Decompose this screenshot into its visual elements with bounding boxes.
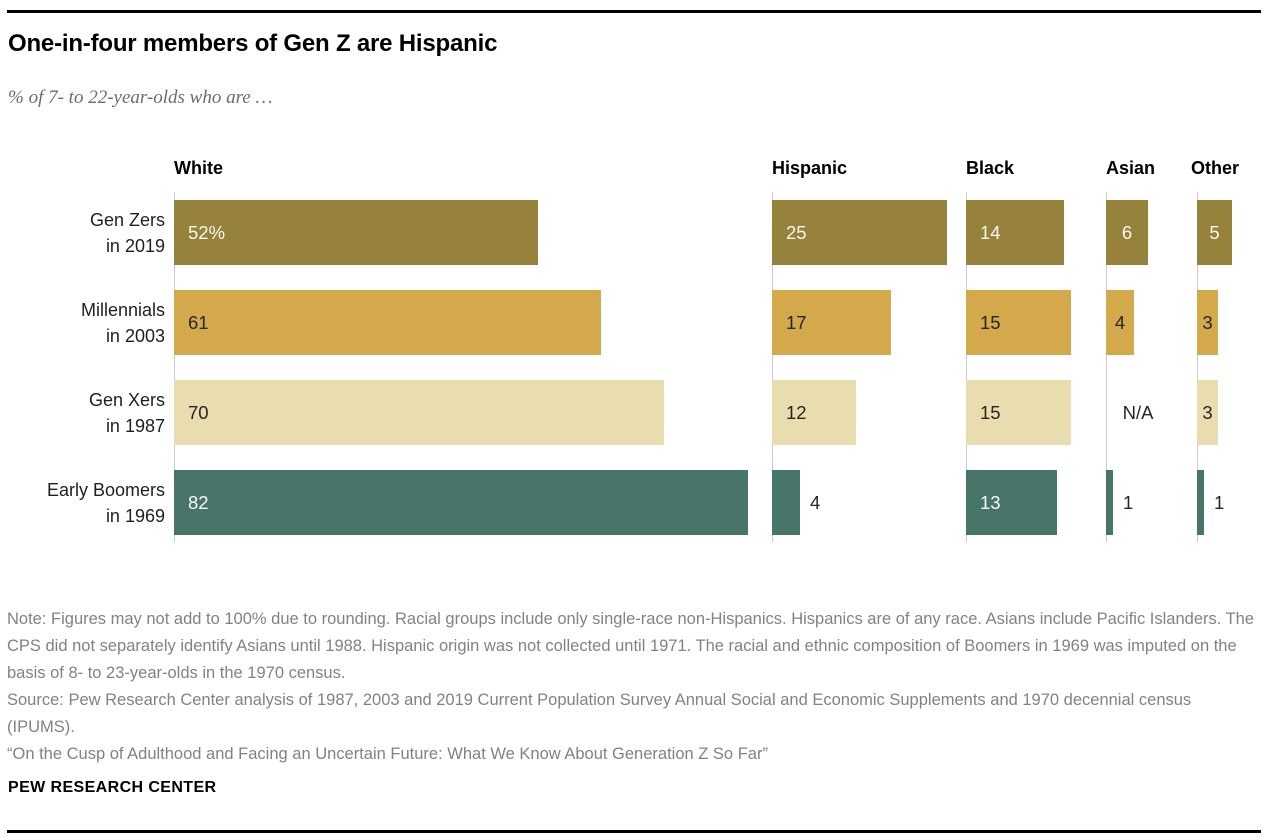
axis-line-hispanic [772,192,773,542]
bar-hispanic [772,290,891,355]
bottom-rule [7,830,1261,833]
value-label: 25 [786,222,807,243]
bar-white [174,200,538,265]
bar-other [1197,200,1232,265]
axis-line-white [174,192,175,542]
row-label: Millennials in 2003 [0,297,165,349]
value-label: 6 [1121,222,1133,243]
value-label: 13 [980,492,1001,513]
row-label-line: Gen Zers [89,209,165,230]
row-label-line: in 2003 [105,325,165,346]
row-label-line: Early Boomers [46,479,165,500]
row-label-line: in 2019 [105,235,165,256]
na-label: N/A [1122,402,1154,423]
notes-block: Note: Figures may not add to 100% due to… [7,606,1257,768]
row-label: Gen Zers in 2019 [0,207,165,259]
row-label-line: Millennials [80,299,165,320]
row-label-line: in 1969 [105,505,165,526]
bar-white [174,290,601,355]
axis-line-asian [1106,192,1107,542]
note-text: Note: Figures may not add to 100% due to… [7,610,1255,682]
value-label: 14 [980,222,1001,243]
value-label: 52% [188,222,226,243]
value-label: 15 [980,312,1001,333]
bar-black [966,200,1064,265]
value-label: 3 [1202,312,1213,333]
value-label: 70 [188,402,209,423]
row-label: Early Boomers in 1969 [0,477,165,529]
chart-subtitle: % of 7- to 22-year-olds who are … [8,87,273,108]
row-label-line: in 1987 [105,415,165,436]
bar-black [966,380,1071,445]
value-label: 5 [1209,222,1220,243]
row-label: Gen Xers in 1987 [0,387,165,439]
bar-black [966,470,1057,535]
value-label: 1 [1123,492,1134,513]
value-label: 1 [1214,492,1225,513]
bar-white [174,380,664,445]
value-label: 61 [188,312,209,333]
value-label: 4 [1114,312,1126,333]
bar-hispanic [772,200,947,265]
value-label: 17 [786,312,807,333]
value-label: 12 [786,402,807,423]
column-header-white: White [174,158,223,178]
value-label: 3 [1202,402,1213,423]
chart: White Hispanic Black Asian Other Gen Zers in 2… [0,158,1240,542]
column-header-asian: Asian [1106,158,1156,178]
bar-other [1197,380,1218,445]
page-title: One-in-four members of Gen Z are Hispani… [8,30,498,57]
bar-hispanic [772,470,800,535]
axis-line-black [966,192,967,542]
report-title: “On the Cusp of Adulthood and Facing an … [7,745,768,763]
column-header-hispanic: Hispanic [772,158,848,178]
column-header-black: Black [966,158,1015,178]
bar-asian [1106,200,1148,265]
bar-asian [1106,470,1113,535]
column-header-other: Other [1191,158,1240,178]
value-label: 15 [980,402,1001,423]
value-label: 82 [188,492,209,513]
bar-other [1197,290,1218,355]
row-label-line: Gen Xers [88,389,165,410]
footer-brand: PEW RESEARCH CENTER [8,779,217,796]
bar-other [1197,470,1204,535]
bar-black [966,290,1071,355]
top-rule [7,10,1261,13]
bar-hispanic [772,380,856,445]
bar-white [174,470,748,535]
axis-line-other [1197,192,1198,542]
value-label: 4 [810,492,821,513]
bar-asian [1106,290,1134,355]
source-text: Source: Pew Research Center analysis of … [7,691,1192,736]
